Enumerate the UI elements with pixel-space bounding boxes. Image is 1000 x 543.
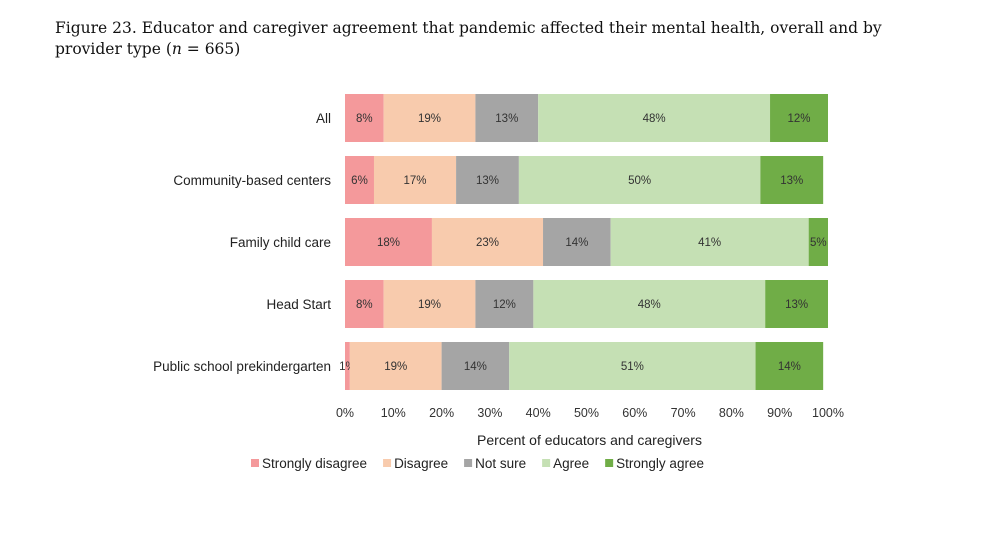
bar-segment	[808, 218, 828, 266]
bar-segment	[518, 156, 761, 204]
bar-segment	[765, 280, 828, 328]
category-label: Public school prekindergarten	[153, 359, 331, 374]
data-label: 18%	[377, 237, 400, 249]
data-label: 8%	[356, 113, 373, 125]
figure-title-n: n	[171, 40, 182, 58]
bar-segment	[755, 342, 824, 390]
bar-area: 8% 19% 13% 48% 12% 6% 17% 13% 50% 13% 18% 23% 14% 41%…	[339, 94, 828, 390]
legend-label: Disagree	[394, 456, 448, 471]
data-label: 13%	[495, 113, 518, 125]
x-tick-label: 40%	[526, 406, 551, 420]
data-label: 19%	[384, 361, 407, 373]
x-tick-label: 20%	[429, 406, 454, 420]
legend-label: Agree	[553, 456, 589, 471]
data-label: 14%	[565, 237, 588, 249]
legend-swatch	[383, 459, 392, 467]
x-tick-label: 0%	[336, 406, 354, 420]
legend-swatch	[251, 459, 259, 467]
data-label: 13%	[785, 299, 808, 311]
x-tick-label: 10%	[381, 406, 406, 420]
x-tick-label: 70%	[671, 406, 696, 420]
bar-segment	[345, 218, 432, 266]
x-axis: 0% 10% 20% 30% 40% 50% 60% 70% 80% 90% 100%	[336, 406, 844, 420]
figure-title: Figure 23. Educator and caregiver agreem…	[55, 18, 935, 60]
figure-title-prefix: Figure 23. Educator and caregiver agreem…	[55, 19, 882, 58]
bar-segment	[475, 280, 534, 328]
legend-label: Strongly agree	[616, 456, 704, 471]
legend-swatch	[464, 459, 473, 467]
bar-segment	[345, 94, 384, 142]
bar-segment	[475, 94, 539, 142]
bar-segment	[456, 156, 519, 204]
bar-segment	[345, 280, 384, 328]
bar-segment	[538, 94, 771, 142]
bar-segment	[345, 156, 374, 204]
data-label: 48%	[643, 113, 666, 125]
x-axis-title: Percent of educators and caregivers	[477, 432, 702, 448]
category-label: Family child care	[230, 235, 331, 250]
category-label: Head Start	[266, 297, 331, 312]
category-label: Community-based centers	[173, 173, 331, 188]
legend: Strongly disagree Disagree Not sure Agree St…	[251, 456, 704, 471]
x-tick-label: 30%	[477, 406, 502, 420]
bar-segment	[610, 218, 809, 266]
data-label: 12%	[788, 113, 811, 125]
bar-segment	[760, 156, 824, 204]
legend-label: Strongly disagree	[262, 456, 367, 471]
data-label: 50%	[628, 175, 651, 187]
bar-segment	[431, 218, 544, 266]
data-label: 13%	[780, 175, 803, 187]
bar-segment	[770, 94, 828, 142]
bar-segment	[349, 342, 442, 390]
x-tick-label: 80%	[719, 406, 744, 420]
data-label: 14%	[464, 361, 487, 373]
data-label: 5%	[810, 237, 827, 249]
data-label: 12%	[493, 299, 516, 311]
x-tick-label: 50%	[574, 406, 599, 420]
bar-segment	[345, 342, 350, 390]
legend-label: Not sure	[475, 456, 526, 471]
bar-segment	[441, 342, 510, 390]
x-tick-label: 60%	[622, 406, 647, 420]
data-label: 19%	[418, 299, 441, 311]
data-label: 14%	[778, 361, 801, 373]
legend-swatch	[542, 459, 551, 467]
x-tick-label: 100%	[812, 406, 844, 420]
bar-segment	[543, 218, 611, 266]
data-label: 48%	[638, 299, 661, 311]
data-label: 6%	[351, 175, 368, 187]
x-tick-label: 90%	[767, 406, 792, 420]
bar-segment	[373, 156, 457, 204]
bar-segment	[533, 280, 766, 328]
category-label: All	[316, 111, 331, 126]
figure-title-suffix: = 665)	[181, 40, 241, 58]
data-label: 51%	[621, 361, 644, 373]
bar-segment	[383, 280, 476, 328]
category-labels: All Community-based centers Family child c…	[153, 111, 331, 374]
data-label: 23%	[476, 237, 499, 249]
data-label: 13%	[476, 175, 499, 187]
legend-swatch	[605, 459, 614, 467]
data-label: 19%	[418, 113, 441, 125]
data-label: 41%	[698, 237, 721, 249]
data-label: 17%	[404, 175, 427, 187]
data-label: 8%	[356, 299, 373, 311]
bar-segment	[509, 342, 756, 390]
bar-segment	[383, 94, 476, 142]
